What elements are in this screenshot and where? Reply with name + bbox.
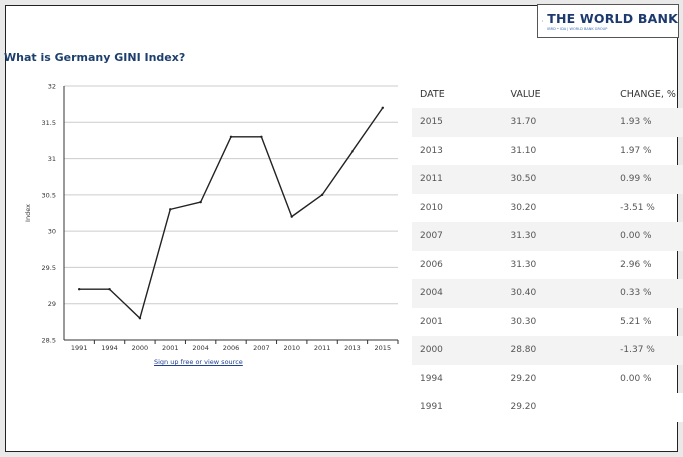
x-tick-label: 2001 [162,344,179,352]
data-point [77,288,81,291]
cell-change [612,393,683,422]
cell-date: 1991 [412,393,503,422]
cell-change: 0.00 % [612,222,683,251]
data-point [199,200,202,204]
x-tick-label: 1994 [101,344,118,352]
cell-value: 29.20 [510,373,537,384]
cell-change: 0.33 % [612,279,683,308]
cell-change: -1.37 % [612,336,683,365]
x-tick-label: 2015 [375,344,392,352]
table-row: 2015 31.70 1.93 % [412,108,683,137]
y-tick-label: 30 [48,228,56,236]
table-header-row: DATE VALUE CHANGE, % [412,80,683,108]
table-row: 2011 30.50 0.99 % [412,165,683,194]
x-tick-label: 1991 [71,344,88,352]
y-axis-title: Index [24,204,32,222]
y-tick-label: 29.5 [42,264,56,272]
column-header-date: DATE [420,88,445,100]
gini-data-table: DATE VALUE CHANGE, % 2015 31.70 1.93 % 2013… [412,80,683,422]
table-row: 1994 29.20 0.00 % [412,365,683,394]
x-tick-label: 2010 [283,344,300,352]
table-row: 2007 31.30 0.00 % [412,222,683,251]
x-tick-label: 2007 [253,344,270,352]
table-row: 2004 30.40 0.33 % [412,279,683,308]
cell-value: 30.50 [502,165,613,194]
globe-icon [542,20,544,22]
cell-change: 1.93 % [612,108,683,137]
data-point [229,135,233,138]
y-tick-label: 31.5 [42,119,56,127]
table-row: 1991 29.20 [412,393,683,422]
cell-change: 0.99 % [612,165,683,194]
data-point [169,208,172,211]
cell-date: 2004 [412,279,503,308]
cell-date: 2007 [412,222,503,251]
world-bank-logo[interactable]: THE WORLD BANK IBRD • IDA | WORLD BANK G… [537,4,679,38]
cell-date: 2000 [412,336,503,365]
y-tick-label: 30.5 [42,191,56,199]
cell-value: 30.40 [502,279,613,308]
data-point [138,317,142,320]
cell-date: 2010 [420,202,443,213]
cell-change: -3.51 % [620,202,655,213]
series-line [79,107,384,319]
cell-value: 31.10 [510,145,537,156]
table-row: 2010 30.20 -3.51 % [412,194,683,223]
cell-value: 31.30 [510,259,537,270]
cell-date: 2006 [420,259,443,270]
cell-value: 29.20 [502,393,613,422]
data-point [108,288,111,291]
cell-date: 2011 [412,165,503,194]
column-header-change: CHANGE, % [620,88,676,100]
x-tick-label: 2000 [132,344,149,352]
page-title: What is Germany GINI Index? [4,51,186,64]
x-tick-label: 2011 [314,344,331,352]
data-point [381,106,385,109]
view-source-link[interactable]: Sign up free or view source [154,358,243,366]
cell-change: 1.97 % [620,145,652,156]
table-row: 2000 28.80 -1.37 % [412,336,683,365]
cell-change: 5.21 % [620,316,652,327]
cell-value: 31.70 [502,108,613,137]
cell-change: 2.96 % [620,259,652,270]
y-tick-label: 32 [48,83,56,91]
cell-date: 2001 [420,316,443,327]
data-point [320,193,324,197]
x-tick-label: 2013 [344,344,361,352]
cell-value: 31.30 [502,222,613,251]
cell-value: 28.80 [502,336,613,365]
column-header-value: VALUE [510,88,541,100]
cell-value: 30.30 [510,316,537,327]
cell-date: 2015 [412,108,503,137]
cell-value: 30.20 [510,202,537,213]
table-row: 2001 30.30 5.21 % [412,308,683,337]
logo-name: THE WORLD BANK [547,11,678,26]
cell-change: 0.00 % [620,373,652,384]
y-tick-label: 31 [48,155,56,163]
data-point [260,135,263,138]
cell-date: 2013 [420,145,443,156]
y-tick-label: 28.5 [42,337,56,345]
table-row: 2013 31.10 1.97 % [412,137,683,166]
cell-date: 1994 [420,373,443,384]
table-row: 2006 31.30 2.96 % [412,251,683,280]
x-tick-label: 2006 [223,344,240,352]
x-tick-label: 2004 [192,344,209,352]
data-point [290,215,293,218]
y-tick-label: 29 [48,300,56,308]
logo-tagline: IBRD • IDA | WORLD BANK GROUP [547,27,608,31]
data-point [351,150,354,153]
